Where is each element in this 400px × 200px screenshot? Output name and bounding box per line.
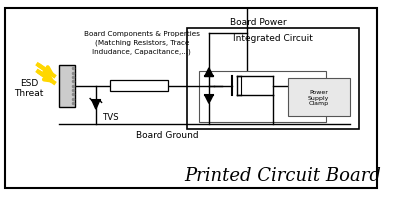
- Bar: [288, 79, 350, 117]
- Bar: [187, 29, 360, 129]
- Bar: [110, 80, 168, 92]
- Polygon shape: [205, 95, 213, 104]
- Text: TVS: TVS: [102, 113, 119, 121]
- Polygon shape: [92, 101, 100, 110]
- Text: Power
Supply
Clamp: Power Supply Clamp: [308, 89, 329, 106]
- Text: Printed Circuit Board: Printed Circuit Board: [184, 166, 381, 184]
- Text: Board Power: Board Power: [230, 17, 287, 26]
- Bar: [60, 65, 75, 107]
- Text: Integrated Circuit: Integrated Circuit: [233, 34, 313, 43]
- Bar: [199, 72, 326, 122]
- Text: Board Ground: Board Ground: [136, 130, 199, 139]
- Polygon shape: [205, 69, 213, 77]
- Text: ESD
Threat: ESD Threat: [14, 78, 44, 98]
- Text: Board Components & Properties
(Matching Resistors, Trace
Indudance, Capacitance,: Board Components & Properties (Matching …: [84, 31, 200, 55]
